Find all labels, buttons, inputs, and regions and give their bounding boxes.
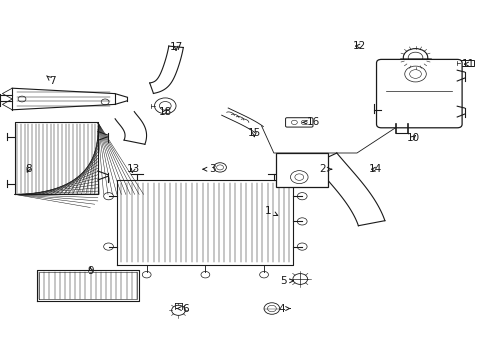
Text: 16: 16 bbox=[303, 117, 319, 127]
Text: 5: 5 bbox=[280, 276, 293, 286]
Text: 1: 1 bbox=[264, 206, 277, 216]
Text: 18: 18 bbox=[158, 107, 172, 117]
Text: 8: 8 bbox=[25, 164, 32, 174]
Text: 13: 13 bbox=[126, 164, 140, 174]
Text: 11: 11 bbox=[461, 59, 474, 69]
FancyBboxPatch shape bbox=[376, 59, 461, 128]
Text: 15: 15 bbox=[247, 128, 261, 138]
Text: 6: 6 bbox=[177, 303, 189, 314]
Text: 3: 3 bbox=[203, 164, 216, 174]
Text: 9: 9 bbox=[87, 266, 94, 276]
Text: 17: 17 bbox=[169, 42, 183, 52]
Text: 4: 4 bbox=[278, 303, 290, 314]
Bar bbox=[276, 153, 327, 187]
Text: 14: 14 bbox=[368, 164, 382, 174]
Text: 10: 10 bbox=[406, 132, 419, 143]
Text: 12: 12 bbox=[352, 41, 366, 51]
Text: 7: 7 bbox=[46, 76, 56, 86]
FancyBboxPatch shape bbox=[285, 118, 312, 127]
Bar bbox=[459, 60, 473, 66]
Text: 2: 2 bbox=[319, 164, 331, 174]
